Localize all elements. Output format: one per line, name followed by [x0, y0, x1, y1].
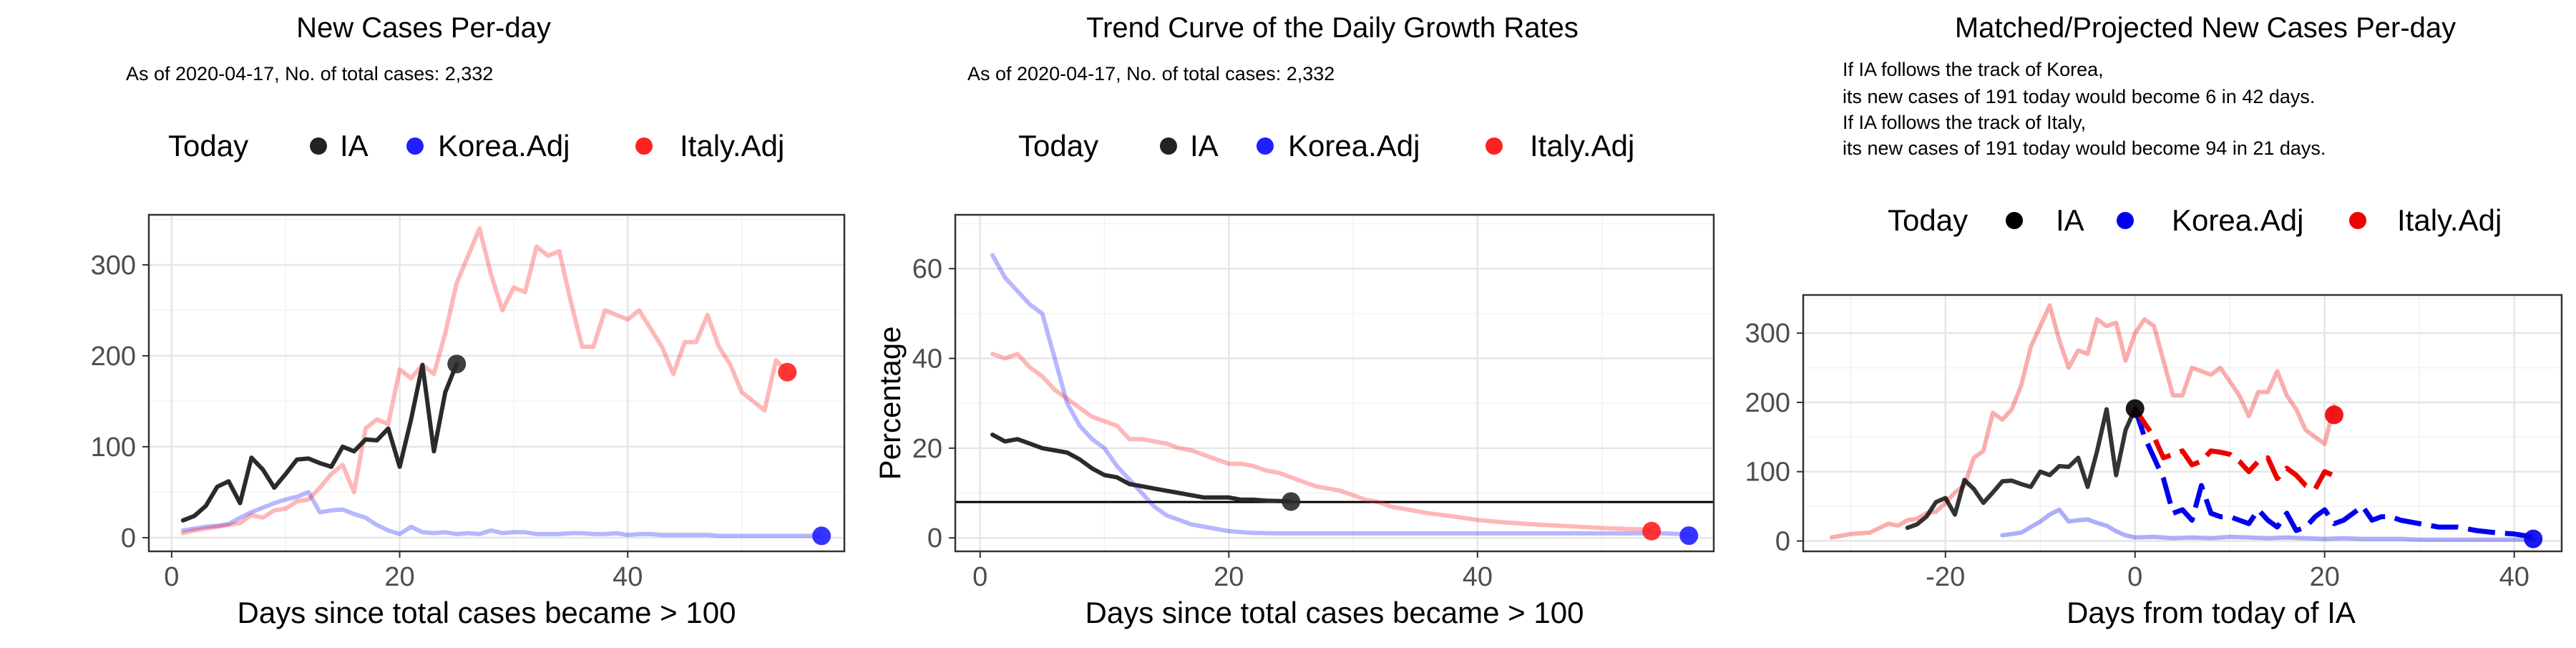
- y-tick-label: 100: [1745, 458, 1790, 488]
- panel-2-plot: 0 20 40 0 20 40 60: [912, 213, 1715, 592]
- panel-2-y-label: Percentage: [873, 327, 907, 480]
- series-line-italy-adj: [990, 352, 1654, 532]
- panel-border: [954, 213, 1715, 553]
- panel-2-legend-key-italy: [1485, 137, 1503, 155]
- today-point-korea-adj: [1679, 526, 1699, 546]
- today-point-korea-adj: [812, 526, 831, 546]
- panel-border: [1802, 294, 2563, 553]
- y-tick-label: 0: [927, 523, 942, 553]
- x-tick-label: 40: [1463, 562, 1493, 592]
- panel-3-legend-label-ia: IA: [2056, 203, 2084, 237]
- y-tick-label: 200: [91, 342, 136, 372]
- panel-1-note: As of 2020-04-17, No. of total cases: 2,…: [126, 63, 493, 84]
- x-tick-label: 0: [2127, 562, 2142, 592]
- y-tick-label: 200: [1745, 388, 1790, 418]
- panel-2-legend-label-ia: IA: [1190, 129, 1219, 163]
- panel-2-legend-title: Today: [1018, 129, 1098, 163]
- panel-2-x-label: Days since total cases became > 100: [1085, 596, 1584, 629]
- x-tick-label: -20: [1926, 562, 1965, 592]
- y-tick-label: 60: [912, 254, 942, 284]
- panel-3-legend-key-korea: [2117, 212, 2134, 229]
- panel-3-x-label: Days from today of IA: [2067, 596, 2356, 629]
- panel-3-legend: Today IA Korea.Adj Italy.Adj: [1888, 203, 2502, 237]
- today-point-italy-adj: [778, 362, 797, 382]
- panel-2-legend: Today IA Korea.Adj Italy.Adj: [1018, 129, 1634, 163]
- panel-1-title: New Cases Per-day: [296, 12, 551, 44]
- panel-1-legend-key-korea: [406, 137, 424, 155]
- x-tick-label: 20: [2310, 562, 2340, 592]
- panel-2-legend-label-korea: Korea.Adj: [1288, 129, 1420, 163]
- x-tick-label: 20: [1214, 562, 1244, 592]
- y-tick-label: 300: [91, 251, 136, 281]
- panel-1-x-label: Days since total cases became > 100: [238, 596, 736, 629]
- x-tick-label: 20: [384, 562, 414, 592]
- plot-area: [1829, 303, 2536, 542]
- today-point-ia: [447, 354, 467, 374]
- panel-3-legend-key-italy: [2349, 212, 2366, 229]
- panel-3-plot: -20 0 20 40 0 100 200 300: [1745, 294, 2563, 592]
- x-tick-label: 40: [2499, 562, 2529, 592]
- series-line-korea-adj: [990, 253, 1692, 537]
- panel-1-legend-label-korea: Korea.Adj: [438, 129, 570, 163]
- y-tick-label: 40: [912, 344, 942, 374]
- panel-2-legend-label-italy: Italy.Adj: [1530, 129, 1634, 163]
- panel-3-note-4: its new cases of 191 today would become …: [1843, 137, 2326, 159]
- today-point-italy-adj: [1642, 521, 1662, 541]
- series-line-ia: [990, 432, 1294, 504]
- projection-line-italy-adj: [2132, 407, 2336, 492]
- y-tick-label: 300: [1745, 319, 1790, 349]
- y-tick-label: 20: [912, 434, 942, 464]
- x-tick-label: 40: [613, 562, 643, 592]
- projection-line-korea-adj: [2132, 407, 2534, 540]
- panel-1-legend: Today IA Korea.Adj Italy.Adj: [168, 129, 784, 163]
- y-tick-label: 0: [1775, 526, 1790, 556]
- panel-3-note-3: If IA follows the track of Italy,: [1843, 112, 2086, 133]
- y-tick-label: 100: [91, 432, 136, 463]
- panel-1-legend-title: Today: [168, 129, 248, 163]
- series-line-korea-adj: [180, 490, 824, 538]
- today-point-ia: [1282, 492, 1301, 511]
- series-line-italy-adj: [180, 226, 790, 536]
- panel-3-legend-label-italy: Italy.Adj: [2397, 203, 2502, 237]
- y-tick-label: 0: [121, 523, 136, 553]
- panel-1-legend-label-ia: IA: [340, 129, 369, 163]
- x-tick-label: 0: [972, 562, 987, 592]
- panel-3-title: Matched/Projected New Cases Per-day: [1955, 12, 2456, 44]
- plot-area: [955, 253, 1714, 537]
- panel-2-legend-key-korea: [1257, 137, 1274, 155]
- panel-1-legend-label-italy: Italy.Adj: [680, 129, 784, 163]
- panel-1-plot: 0 20 40 0 100 200 300: [91, 213, 846, 592]
- panel-3-legend-title: Today: [1888, 203, 1968, 237]
- series-line-ia: [180, 362, 459, 523]
- series-line-korea-adj: [2000, 507, 2536, 542]
- today-point-korea-adj: [2524, 529, 2543, 548]
- panel-1-legend-key-ia: [310, 137, 327, 155]
- panel-2-title: Trend Curve of the Daily Growth Rates: [1086, 12, 1579, 44]
- panel-2-note: As of 2020-04-17, No. of total cases: 2,…: [967, 63, 1335, 84]
- panel-2-legend-key-ia: [1160, 137, 1177, 155]
- plot-area: [180, 226, 824, 538]
- series-line-italy-adj: [1829, 303, 2336, 540]
- panel-3-note-2: its new cases of 191 today would become …: [1843, 86, 2315, 107]
- panel-border: [147, 213, 846, 553]
- panel-3-legend-label-korea: Korea.Adj: [2172, 203, 2303, 237]
- today-point-ia: [2125, 399, 2145, 418]
- panel-1-legend-key-italy: [635, 137, 653, 155]
- series-line-ia: [1905, 406, 2137, 531]
- x-tick-label: 0: [164, 562, 179, 592]
- panel-3-legend-key-ia: [2006, 212, 2023, 229]
- today-point-italy-adj: [2325, 405, 2343, 425]
- panel-3-note-1: If IA follows the track of Korea,: [1843, 59, 2104, 80]
